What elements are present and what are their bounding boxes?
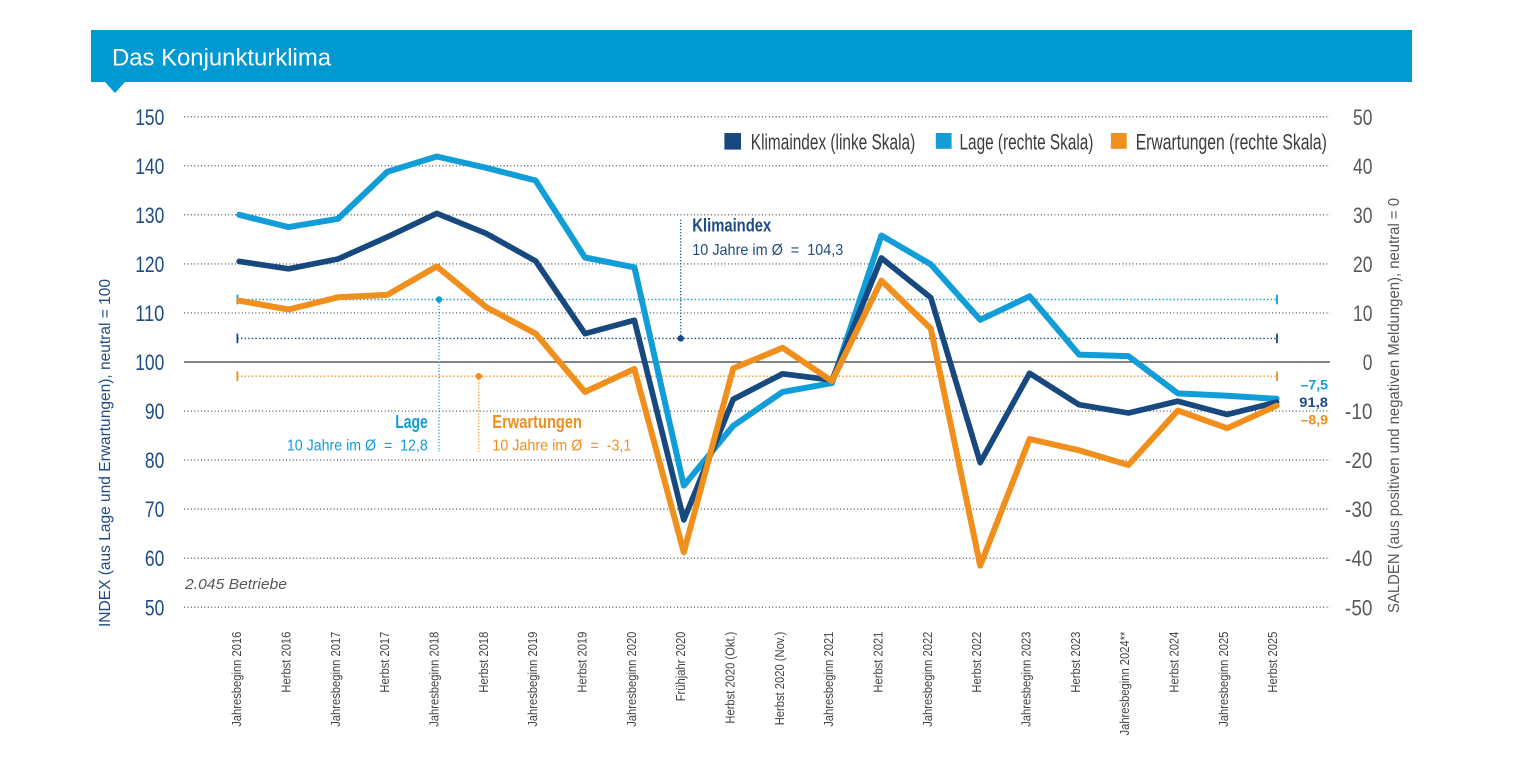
svg-text:-50: -50 <box>1345 595 1372 620</box>
svg-text:80: 80 <box>145 448 164 473</box>
svg-text:Herbst 2021: Herbst 2021 <box>872 632 886 693</box>
svg-text:Herbst 2020 (Okt.): Herbst 2020 (Okt.) <box>724 632 738 724</box>
svg-text:90: 90 <box>145 399 164 424</box>
svg-text:Herbst 2025: Herbst 2025 <box>1266 632 1280 693</box>
svg-text:Jahresbeginn 2019: Jahresbeginn 2019 <box>526 632 540 727</box>
svg-text:Jahresbeginn 2018: Jahresbeginn 2018 <box>428 632 442 727</box>
svg-text:40: 40 <box>1353 154 1372 179</box>
svg-text:Klimaindex (linke Skala): Klimaindex (linke Skala) <box>751 129 915 154</box>
svg-text:10 Jahre im Ø = -3,1: 10 Jahre im Ø = -3,1 <box>492 438 631 455</box>
svg-text:0: 0 <box>1363 350 1373 375</box>
svg-text:20: 20 <box>1353 252 1372 277</box>
svg-text:130: 130 <box>135 203 164 228</box>
svg-text:Herbst 2017: Herbst 2017 <box>378 632 392 693</box>
svg-text:Herbst 2018: Herbst 2018 <box>477 632 491 693</box>
svg-text:–8,9: –8,9 <box>1301 413 1329 428</box>
svg-text:Lage: Lage <box>395 412 428 432</box>
svg-text:91,8: 91,8 <box>1299 395 1328 410</box>
svg-text:-10: -10 <box>1345 399 1372 424</box>
svg-text:2.045 Betriebe: 2.045 Betriebe <box>184 576 287 593</box>
svg-text:INDEX (aus Lage und Erwartunge: INDEX (aus Lage und Erwartungen), neutra… <box>97 279 114 627</box>
svg-text:–7,5: –7,5 <box>1301 377 1329 392</box>
svg-text:150: 150 <box>135 105 164 130</box>
svg-text:Klimaindex: Klimaindex <box>692 216 771 236</box>
svg-text:Herbst 2020 (Nov.): Herbst 2020 (Nov.) <box>773 632 787 726</box>
svg-text:Frühjahr 2020: Frühjahr 2020 <box>674 632 688 702</box>
svg-text:Das Konjunkturklima: Das Konjunkturklima <box>112 44 332 71</box>
svg-text:-40: -40 <box>1345 546 1372 571</box>
svg-text:Jahresbeginn 2020: Jahresbeginn 2020 <box>625 632 639 727</box>
svg-text:Jahresbeginn 2022: Jahresbeginn 2022 <box>921 632 935 727</box>
svg-text:-20: -20 <box>1345 448 1372 473</box>
svg-text:Erwartungen: Erwartungen <box>492 412 582 432</box>
svg-text:30: 30 <box>1353 203 1372 228</box>
svg-text:60: 60 <box>145 546 164 571</box>
svg-text:Jahresbeginn 2023: Jahresbeginn 2023 <box>1020 632 1034 727</box>
svg-text:10: 10 <box>1353 301 1372 326</box>
svg-text:10 Jahre im Ø = 12,8: 10 Jahre im Ø = 12,8 <box>287 437 428 454</box>
svg-text:Erwartungen (rechte Skala): Erwartungen (rechte Skala) <box>1136 129 1327 154</box>
svg-text:50: 50 <box>1353 105 1372 130</box>
svg-text:Lage (rechte Skala): Lage (rechte Skala) <box>960 129 1094 154</box>
svg-text:Jahresbeginn 2024**: Jahresbeginn 2024** <box>1118 631 1132 735</box>
svg-text:Herbst 2023: Herbst 2023 <box>1069 632 1083 693</box>
svg-text:140: 140 <box>135 154 164 179</box>
svg-text:Jahresbeginn 2017: Jahresbeginn 2017 <box>329 632 343 727</box>
svg-text:70: 70 <box>145 497 164 522</box>
svg-text:Herbst 2024: Herbst 2024 <box>1168 632 1182 693</box>
svg-text:SALDEN (aus positiven und nega: SALDEN (aus positiven und negativen Meld… <box>1386 198 1403 613</box>
svg-text:-30: -30 <box>1345 497 1372 522</box>
svg-text:10 Jahre im Ø = 104,3: 10 Jahre im Ø = 104,3 <box>692 242 843 259</box>
svg-text:50: 50 <box>145 595 164 620</box>
svg-text:110: 110 <box>135 301 164 326</box>
svg-text:120: 120 <box>135 252 164 277</box>
svg-text:Herbst 2022: Herbst 2022 <box>970 632 984 693</box>
svg-text:Herbst 2019: Herbst 2019 <box>576 632 590 693</box>
svg-text:100: 100 <box>135 350 164 375</box>
svg-text:Jahresbeginn 2021: Jahresbeginn 2021 <box>822 632 836 727</box>
svg-text:Jahresbeginn 2025: Jahresbeginn 2025 <box>1217 632 1231 727</box>
svg-text:Herbst 2016: Herbst 2016 <box>280 632 294 693</box>
svg-text:Jahresbeginn 2016: Jahresbeginn 2016 <box>230 632 244 727</box>
